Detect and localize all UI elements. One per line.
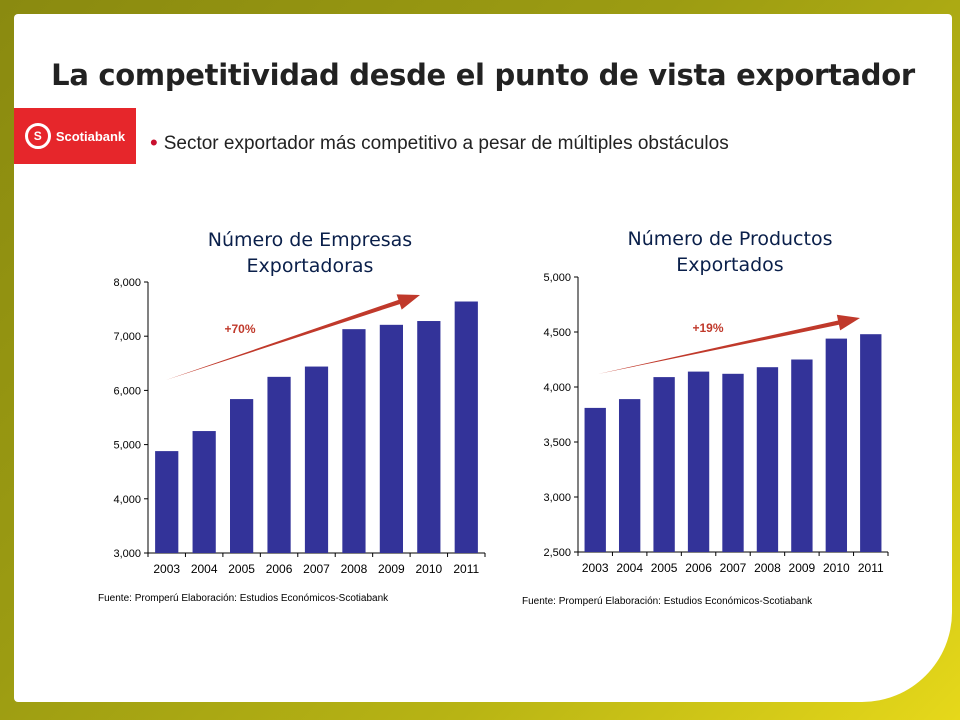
logo-text: Scotiabank <box>55 128 126 144</box>
bar-2007 <box>304 366 329 553</box>
growth-annotation: +70% <box>224 322 255 336</box>
y-tick-label: 4,000 <box>113 494 141 506</box>
x-tick-label: 2011 <box>858 561 884 575</box>
bar-2007 <box>722 373 744 552</box>
x-tick-label: 2007 <box>303 562 330 576</box>
bullet-point: • Sector exportador más competitivo a pes… <box>150 130 729 156</box>
x-tick-label: 2003 <box>153 562 180 576</box>
y-tick-label: 5,000 <box>543 272 571 284</box>
bar-2005 <box>653 377 675 552</box>
y-tick-label: 3,000 <box>113 548 141 560</box>
y-tick-label: 8,000 <box>113 277 141 289</box>
y-tick-label: 4,000 <box>543 382 571 394</box>
bar-2008 <box>756 367 779 552</box>
chart-title-line: Exportados <box>676 254 783 276</box>
x-tick-label: 2010 <box>415 562 442 576</box>
bullet-text: Sector exportador más competitivo a pesa… <box>163 133 729 154</box>
x-tick-label: 2006 <box>685 561 712 575</box>
y-tick-label: 2,500 <box>543 547 571 559</box>
growth-annotation: +19% <box>692 321 723 335</box>
x-tick-label: 2005 <box>651 561 678 575</box>
bar-2010 <box>417 321 441 553</box>
chart-title-line: Exportadoras <box>247 255 374 277</box>
chart-empresas-exportadoras: Número de Empresas Exportadoras 3,000 4,000… <box>98 229 486 604</box>
scotiabank-s-icon: S <box>24 123 51 149</box>
chart-title-line: Número de Productos <box>628 228 833 250</box>
y-tick-label: 4,500 <box>543 327 571 339</box>
chart-source-note: Fuente: Promperú Elaboración: Estudios E… <box>98 593 389 604</box>
bar-2009 <box>379 324 403 553</box>
y-tick-label: 6,000 <box>113 385 141 397</box>
bar-2006 <box>687 371 710 552</box>
scotiabank-logo: S Scotiabank <box>14 108 136 164</box>
bar-2006 <box>267 376 291 553</box>
chart-title-line: Número de Empresas <box>208 229 412 251</box>
x-tick-label: 2006 <box>266 562 293 576</box>
slide: La competitividad desde el punto de vist… <box>14 14 952 702</box>
y-tick-label: 3,000 <box>543 492 571 504</box>
x-tick-label: 2003 <box>582 561 609 575</box>
x-tick-label: 2009 <box>378 562 405 576</box>
bar-2011 <box>860 334 882 552</box>
x-tick-label: 2010 <box>823 561 850 575</box>
x-tick-label: 2009 <box>789 561 816 575</box>
bar-2008 <box>342 329 366 553</box>
x-tick-label: 2008 <box>341 562 368 576</box>
y-tick-label: 3,500 <box>543 437 571 449</box>
chart-productos-exportados: Número de Productos Exportados 2,500 3,000 3… <box>522 228 889 607</box>
bar-2004 <box>192 431 216 553</box>
x-tick-label: 2011 <box>453 562 479 576</box>
x-tick-label: 2004 <box>616 561 643 575</box>
y-tick-label: 5,000 <box>113 440 141 452</box>
x-tick-label: 2004 <box>191 562 218 576</box>
bar-2009 <box>791 359 813 552</box>
bar-2010 <box>825 338 848 552</box>
x-tick-label: 2008 <box>754 561 781 575</box>
growth-arrow-icon <box>598 314 860 374</box>
bar-2003 <box>155 451 179 553</box>
bar-2004 <box>618 399 641 552</box>
bar-2011 <box>454 301 478 553</box>
bar-2003 <box>584 407 606 552</box>
bullet-dot-icon: • <box>150 130 158 155</box>
bar-2005 <box>230 399 254 553</box>
y-tick-label: 7,000 <box>113 331 141 343</box>
chart-source-note: Fuente: Promperú Elaboración: Estudios E… <box>522 596 813 607</box>
growth-arrow-icon <box>166 294 420 380</box>
x-tick-label: 2007 <box>720 561 747 575</box>
x-tick-label: 2005 <box>228 562 255 576</box>
slide-title: La competitividad desde el punto de vist… <box>51 58 915 92</box>
